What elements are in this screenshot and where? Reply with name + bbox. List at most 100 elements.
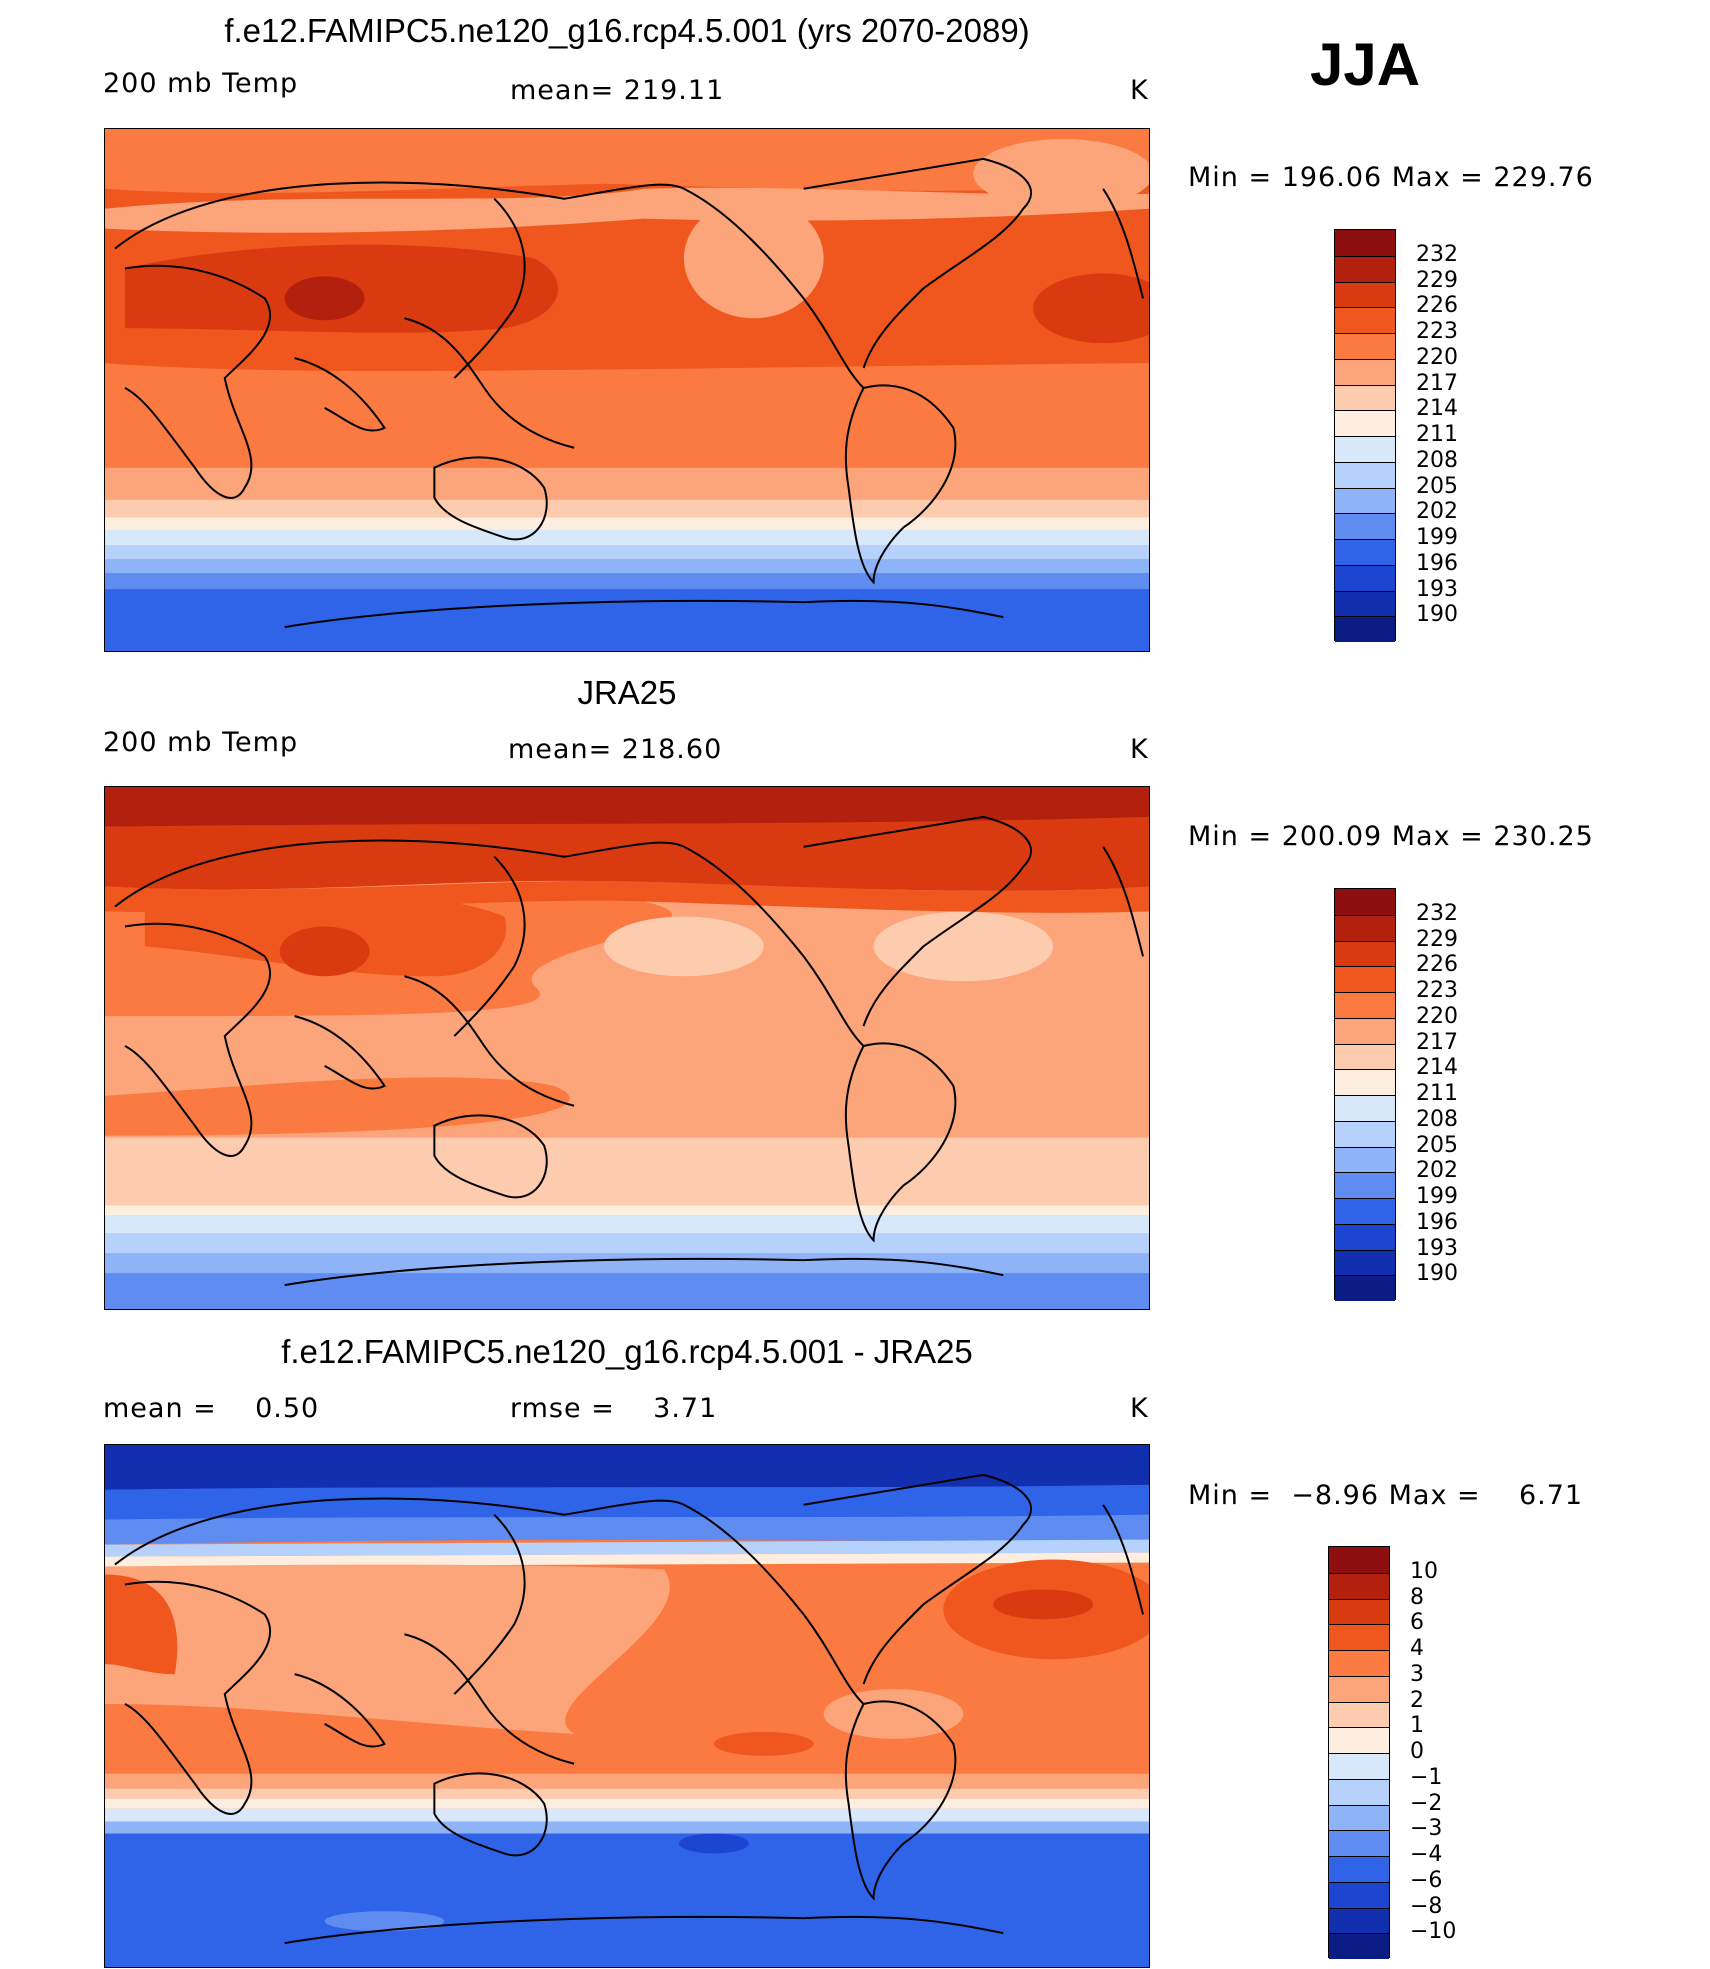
panel-2-subarctic-band <box>105 816 1149 891</box>
panel-1-subarctic-band <box>105 187 1149 233</box>
panel-2-band-211 <box>105 1205 1149 1216</box>
colorbar-swatch <box>1329 1650 1389 1676</box>
panel-3-amazon-low <box>823 1689 964 1739</box>
colorbar-swatch <box>1329 1907 1389 1934</box>
panel-3-minmax: Min = −8.96 Max = 6.71 <box>1188 1480 1584 1511</box>
colorbar-level-label: 223 <box>1416 978 1458 1003</box>
colorbar-swatch <box>1335 487 1395 514</box>
colorbar-level-label: 226 <box>1416 952 1458 978</box>
panel-1-title: f.e12.FAMIPC5.ne120_g16.rcp4.5.001 (yrs … <box>224 12 1030 49</box>
panel-1-band-199 <box>105 573 1149 590</box>
colorbar-level-label: 8 <box>1410 1584 1424 1610</box>
panel-2-coastlines <box>114 815 1144 1287</box>
panel-3-europe-high <box>105 1574 178 1675</box>
panel-2-pacific-low <box>604 916 764 977</box>
panel-3-atlantic-peak <box>993 1589 1094 1620</box>
colorbar-swatch <box>1335 358 1395 385</box>
panel-2-title: JRA25 <box>577 674 677 711</box>
panel-2-atlantic-low <box>873 911 1054 982</box>
panel-2-colorbar-swatches <box>1334 888 1396 1301</box>
colorbar-swatch <box>1335 1095 1395 1121</box>
colorbar-swatch <box>1335 307 1395 333</box>
panel-3-pacific-high <box>713 1731 814 1756</box>
panel-3-units: K <box>1130 1393 1149 1424</box>
panel-1-band-217 <box>105 467 1149 500</box>
panel-1-atlantic-high <box>1033 273 1149 344</box>
colorbar-level-label: 199 <box>1416 525 1458 550</box>
panel-3-band-minus1-south <box>105 1808 1149 1822</box>
colorbar-swatch <box>1335 564 1395 591</box>
colorbar-swatch <box>1335 966 1395 992</box>
colorbar-swatch <box>1335 436 1395 462</box>
colorbar-swatch <box>1329 1727 1389 1753</box>
colorbar-level-label: 0 <box>1410 1739 1424 1764</box>
panel-2-band-199 <box>105 1273 1149 1309</box>
panel-3-coastlines <box>114 1473 1144 1945</box>
colorbar-level-label: 190 <box>1416 602 1458 628</box>
colorbar-level-label: 229 <box>1416 926 1458 952</box>
colorbar-level-label: 2 <box>1410 1687 1424 1713</box>
colorbar-level-label: −2 <box>1410 1790 1443 1816</box>
panel-1-coastlines <box>114 157 1144 629</box>
colorbar-swatch <box>1335 230 1395 256</box>
panel-2-minmax: Min = 200.09 Max = 230.25 <box>1188 821 1594 852</box>
panel-1-colorbar-swatches <box>1334 229 1396 642</box>
colorbar-level-label: 202 <box>1416 1158 1458 1184</box>
panel-1-units: K <box>1130 75 1149 106</box>
colorbar-swatch <box>1329 1701 1389 1728</box>
colorbar-swatch <box>1329 1933 1389 1959</box>
colorbar-level-label: 202 <box>1416 499 1458 525</box>
colorbar-swatch <box>1335 1249 1395 1276</box>
panel-2-southern-band <box>105 1077 570 1136</box>
colorbar-swatch <box>1335 410 1395 436</box>
colorbar-level-label: 211 <box>1416 1081 1458 1106</box>
colorbar-swatch <box>1335 616 1395 642</box>
colorbar-level-label: 3 <box>1410 1661 1424 1687</box>
colorbar-swatch <box>1335 889 1395 915</box>
colorbar-level-label: 217 <box>1416 1029 1458 1055</box>
colorbar-level-label: 223 <box>1416 319 1458 344</box>
panel-3-rmse-label: rmse = 3.71 <box>510 1393 718 1424</box>
panel-1-canada-low <box>973 138 1149 209</box>
panel-3-band-minus3 <box>105 1514 1149 1545</box>
colorbar-level-label: 226 <box>1416 293 1458 319</box>
panel-3-map <box>104 1444 1150 1968</box>
panel-3-band-minus1 <box>105 1539 1149 1557</box>
colorbar-swatch <box>1335 590 1395 617</box>
colorbar-swatch <box>1329 1804 1389 1831</box>
colorbar-level-label: 190 <box>1416 1261 1458 1287</box>
colorbar-level-label: 220 <box>1416 1003 1458 1029</box>
panel-1-band-214 <box>105 499 1149 518</box>
panel-2-arctic-high <box>105 787 1149 827</box>
season-label: JJA <box>1310 31 1421 98</box>
colorbar-swatch <box>1329 1624 1389 1650</box>
colorbar-swatch <box>1335 1275 1395 1301</box>
colorbar-swatch <box>1329 1778 1389 1805</box>
colorbar-level-label: 229 <box>1416 267 1458 293</box>
panel-1-band-205 <box>105 545 1149 560</box>
colorbar-level-label: −10 <box>1410 1919 1457 1945</box>
panel-2-band-205 <box>105 1233 1149 1254</box>
colorbar-level-label: 205 <box>1416 473 1458 499</box>
colorbar-level-label: 214 <box>1416 1055 1458 1081</box>
colorbar-level-label: 217 <box>1416 370 1458 396</box>
colorbar-level-label: 214 <box>1416 396 1458 422</box>
colorbar-swatch <box>1335 255 1395 282</box>
colorbar-level-label: 193 <box>1416 1235 1458 1261</box>
colorbar-level-label: −8 <box>1410 1893 1443 1919</box>
colorbar-swatch <box>1335 1017 1395 1044</box>
panel-2-units: K <box>1130 734 1149 765</box>
colorbar-level-label: −1 <box>1410 1764 1443 1790</box>
colorbar-swatch <box>1335 281 1395 308</box>
panel-1-tibet-high <box>284 276 365 321</box>
panel-3-band-minus8 <box>105 1445 1149 1490</box>
panel-1-variable-label: 200 mb Temp <box>103 68 299 99</box>
colorbar-level-label: 196 <box>1416 550 1458 576</box>
colorbar-swatch <box>1335 1198 1395 1224</box>
panel-1-map <box>104 128 1150 652</box>
panel-1-band-196 <box>105 589 1149 651</box>
panel-1-band-211 <box>105 517 1149 530</box>
colorbar-swatch <box>1335 992 1395 1018</box>
colorbar-swatch <box>1329 1675 1389 1702</box>
colorbar-swatch <box>1335 940 1395 967</box>
